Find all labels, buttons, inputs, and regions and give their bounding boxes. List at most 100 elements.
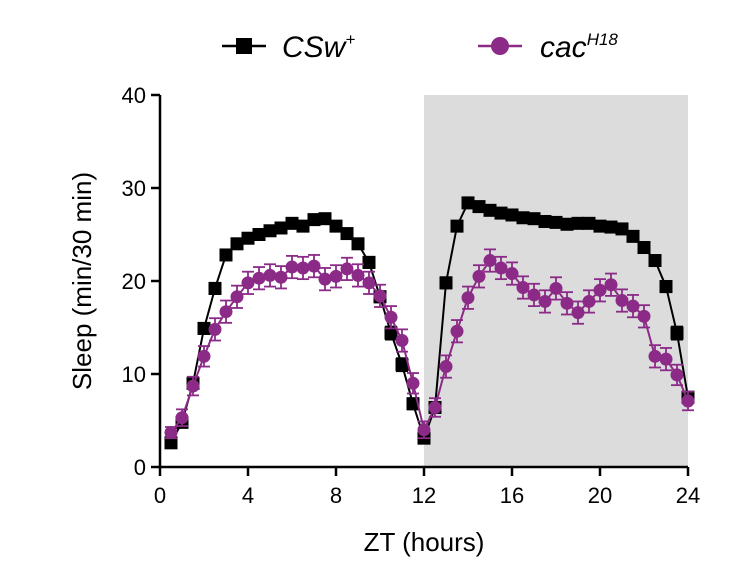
series-cac: [164, 248, 695, 440]
data-point: [230, 237, 244, 251]
data-point: [670, 368, 684, 382]
data-point: [241, 231, 255, 245]
legend-label-csw: CSw+: [282, 30, 355, 64]
x-tick-label: 0: [154, 483, 166, 508]
data-point: [604, 220, 618, 234]
data-point: [230, 290, 244, 304]
data-point: [263, 268, 277, 282]
data-point: [461, 291, 475, 305]
x-tick-label: 8: [330, 483, 342, 508]
data-point: [681, 394, 695, 408]
x-tick-label: 20: [588, 483, 612, 508]
data-point: [582, 216, 596, 230]
data-point: [197, 349, 211, 363]
data-point: [516, 211, 530, 225]
data-point: [615, 294, 629, 308]
data-point: [505, 208, 519, 222]
legend-item-cac: cacH18: [478, 30, 618, 64]
data-point: [340, 227, 354, 241]
data-point: [648, 349, 662, 363]
data-point: [395, 334, 409, 348]
data-point: [659, 352, 673, 366]
data-point: [670, 326, 684, 340]
data-point: [538, 214, 552, 228]
x-tick-label: 4: [242, 483, 254, 508]
data-point: [439, 360, 453, 374]
data-point: [527, 288, 541, 302]
data-point: [483, 203, 497, 217]
legend-marker-csw: [236, 38, 252, 54]
data-point: [296, 219, 310, 233]
data-point: [439, 276, 453, 290]
legend-label-cac: cacH18: [540, 30, 618, 64]
data-point: [208, 281, 222, 295]
data-point: [472, 269, 486, 283]
data-point: [274, 270, 288, 284]
data-point: [450, 324, 464, 338]
data-point: [516, 281, 530, 295]
data-point: [549, 281, 563, 295]
data-point: [274, 221, 288, 235]
data-point: [362, 255, 376, 269]
x-tick-label: 12: [412, 483, 436, 508]
data-point: [219, 248, 233, 262]
legend: CSw+ cacH18: [222, 30, 618, 64]
data-point: [494, 206, 508, 220]
data-point: [252, 228, 266, 241]
data-point: [483, 254, 497, 268]
data-point: [329, 269, 343, 283]
legend-label-csw-sup: +: [345, 30, 355, 49]
data-point: [219, 305, 233, 319]
data-point: [571, 216, 585, 230]
data-point: [472, 200, 486, 214]
data-point: [637, 309, 651, 323]
x-axis-title: ZT (hours): [364, 527, 485, 557]
data-point: [395, 358, 409, 372]
data-point: [285, 260, 299, 274]
y-tick-label: 30: [122, 176, 146, 201]
y-tick-label: 0: [134, 455, 146, 480]
legend-marker-cac: [491, 37, 509, 55]
data-point: [208, 322, 222, 336]
legend-item-csw: CSw+: [222, 30, 355, 64]
y-tick-label: 20: [122, 269, 146, 294]
data-point: [164, 436, 178, 450]
data-point: [648, 254, 662, 268]
data-point: [593, 219, 607, 233]
data-point: [186, 379, 200, 393]
data-point: [362, 276, 376, 290]
data-point: [494, 261, 508, 275]
data-point: [505, 267, 519, 281]
y-axis-title: Sleep (min/30 min): [67, 172, 97, 390]
data-point: [582, 294, 596, 308]
data-point: [197, 321, 211, 335]
data-point: [428, 400, 442, 414]
data-point: [604, 278, 618, 292]
data-point: [461, 196, 475, 210]
x-tick-label: 16: [500, 483, 524, 508]
data-point: [527, 212, 541, 226]
legend-label-cac-sup: H18: [587, 30, 619, 49]
x-ticks: 0 4 8 12 16 20 24: [154, 467, 700, 508]
data-point: [626, 299, 640, 313]
y-tick-label: 40: [122, 83, 146, 108]
data-point: [417, 423, 431, 437]
data-point: [373, 289, 387, 303]
legend-label-cac-main: cac: [540, 31, 587, 64]
data-point: [560, 296, 574, 310]
data-point: [593, 283, 607, 297]
data-point: [351, 237, 365, 251]
data-point: [296, 261, 310, 275]
data-point: [406, 376, 420, 390]
data-point: [384, 310, 398, 324]
data-point: [318, 212, 332, 226]
series-layer: [164, 196, 695, 450]
data-point: [164, 426, 178, 440]
data-point: [571, 306, 585, 320]
data-point: [450, 219, 464, 233]
data-point: [252, 271, 266, 285]
data-point: [384, 326, 398, 340]
data-point: [263, 224, 277, 238]
data-point: [351, 268, 365, 282]
